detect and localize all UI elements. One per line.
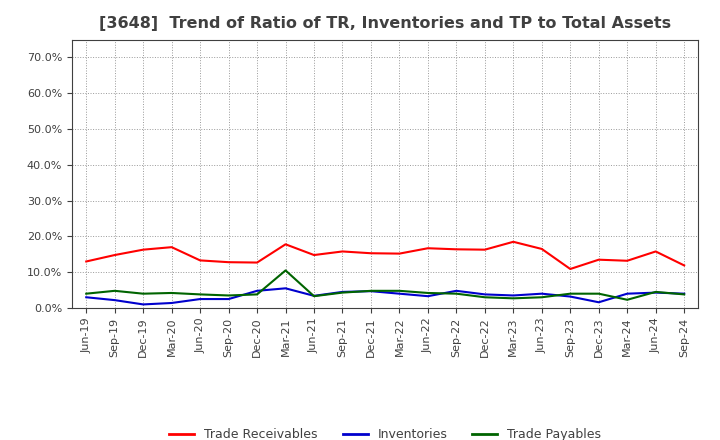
Trade Receivables (452, 247, 461, 252)
Trade Payables (196, 292, 204, 297)
Legend: Trade Receivables, Inventories, Trade Payables: Trade Receivables, Inventories, Trade Pa… (169, 428, 601, 440)
Trade Payables (509, 296, 518, 301)
Trade Payables (110, 288, 119, 293)
Trade Payables (253, 292, 261, 297)
Trade Payables (366, 288, 375, 293)
Trade Receivables (282, 242, 290, 247)
Trade Receivables (566, 266, 575, 271)
Inventories (253, 288, 261, 293)
Trade Receivables (338, 249, 347, 254)
Inventories (423, 293, 432, 299)
Trade Payables (537, 295, 546, 300)
Inventories (82, 295, 91, 300)
Trade Receivables (110, 253, 119, 258)
Trade Payables (139, 291, 148, 296)
Trade Receivables (225, 260, 233, 265)
Trade Receivables (595, 257, 603, 262)
Inventories (395, 291, 404, 296)
Trade Receivables (423, 246, 432, 251)
Inventories (623, 291, 631, 296)
Trade Receivables (310, 253, 318, 258)
Trade Payables (423, 290, 432, 296)
Line: Inventories: Inventories (86, 288, 684, 304)
Trade Payables (452, 291, 461, 296)
Trade Receivables (480, 247, 489, 252)
Trade Payables (680, 292, 688, 297)
Trade Payables (395, 288, 404, 293)
Inventories (310, 293, 318, 298)
Inventories (595, 300, 603, 305)
Inventories (480, 292, 489, 297)
Line: Trade Payables: Trade Payables (86, 271, 684, 300)
Inventories (680, 291, 688, 296)
Inventories (110, 297, 119, 303)
Inventories (452, 288, 461, 293)
Trade Receivables (680, 263, 688, 268)
Trade Receivables (509, 239, 518, 245)
Inventories (338, 289, 347, 294)
Inventories (652, 290, 660, 295)
Trade Payables (566, 291, 575, 296)
Trade Payables (623, 297, 631, 302)
Title: [3648]  Trend of Ratio of TR, Inventories and TP to Total Assets: [3648] Trend of Ratio of TR, Inventories… (99, 16, 671, 32)
Inventories (366, 289, 375, 294)
Inventories (282, 286, 290, 291)
Trade Payables (338, 290, 347, 295)
Inventories (509, 293, 518, 298)
Inventories (139, 302, 148, 307)
Trade Receivables (139, 247, 148, 252)
Trade Receivables (253, 260, 261, 265)
Inventories (537, 291, 546, 296)
Trade Receivables (395, 251, 404, 256)
Trade Payables (225, 293, 233, 298)
Inventories (566, 294, 575, 299)
Trade Receivables (196, 258, 204, 263)
Trade Receivables (366, 251, 375, 256)
Inventories (196, 297, 204, 302)
Trade Payables (480, 295, 489, 300)
Trade Receivables (82, 259, 91, 264)
Trade Payables (595, 291, 603, 296)
Trade Receivables (167, 245, 176, 250)
Trade Payables (82, 291, 91, 296)
Trade Receivables (652, 249, 660, 254)
Inventories (225, 297, 233, 302)
Inventories (167, 301, 176, 306)
Trade Payables (282, 268, 290, 273)
Trade Payables (167, 290, 176, 296)
Trade Payables (310, 293, 318, 299)
Line: Trade Receivables: Trade Receivables (86, 242, 684, 269)
Trade Payables (652, 289, 660, 294)
Trade Receivables (537, 246, 546, 252)
Trade Receivables (623, 258, 631, 264)
